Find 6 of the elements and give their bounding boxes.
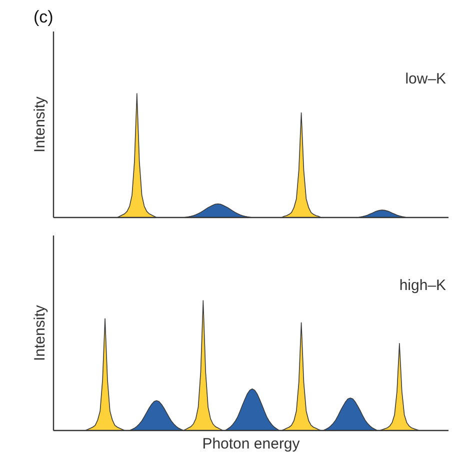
y-axis-title: Intensity	[32, 96, 48, 152]
chart-title: (c)	[34, 8, 54, 26]
text: low–K	[405, 70, 446, 88]
y-axis-title: Intensity	[32, 304, 48, 361]
text: high–K	[399, 277, 446, 294]
x-axis-title: Photon energy	[202, 436, 300, 452]
